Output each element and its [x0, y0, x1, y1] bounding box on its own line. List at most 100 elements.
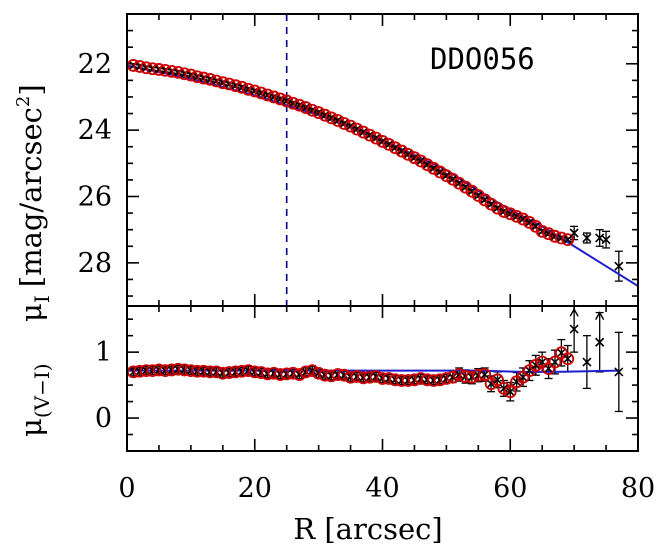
data-point — [516, 212, 530, 226]
circle-marker — [535, 355, 549, 369]
data-point — [433, 165, 447, 179]
top-fit-line — [126, 64, 639, 287]
cross-marker — [460, 182, 471, 192]
cross-marker — [499, 383, 509, 393]
cross-marker — [371, 133, 381, 143]
circle-marker — [465, 184, 479, 198]
cross-marker — [448, 372, 458, 382]
data-point — [478, 193, 492, 207]
circle-marker — [503, 385, 517, 399]
circle-marker — [478, 368, 492, 381]
data-point — [497, 381, 511, 395]
x-tick-label: 80 — [621, 473, 655, 504]
circle-marker — [452, 176, 466, 190]
top-y-axis-subscript: I — [30, 295, 54, 303]
top-y-axis-symbol: μ — [14, 303, 48, 322]
limit-arrow — [569, 307, 579, 317]
circle-marker — [331, 114, 345, 127]
cross-marker — [582, 233, 592, 243]
x-tick-label: 60 — [493, 473, 527, 504]
cross-marker — [409, 375, 420, 385]
cross-marker — [218, 368, 228, 378]
circle-marker — [369, 131, 383, 145]
cross-marker — [480, 369, 490, 380]
circle-marker — [427, 161, 441, 175]
cross-marker — [320, 110, 330, 120]
cross-marker — [473, 370, 483, 380]
circle-marker — [459, 180, 472, 194]
circle-marker — [414, 154, 428, 168]
outer-data-point — [595, 233, 605, 243]
circle-marker — [542, 227, 555, 241]
data-point — [363, 128, 377, 142]
bottom-data-points — [126, 324, 624, 399]
galaxy-name-label: DDO056 — [430, 42, 535, 76]
circle-marker — [484, 197, 498, 211]
data-point — [503, 385, 517, 399]
cross-marker — [614, 367, 624, 377]
outer-data-point — [614, 367, 624, 377]
data-point — [293, 368, 306, 381]
data-point — [401, 147, 415, 161]
data-point — [337, 117, 351, 130]
cross-marker — [492, 375, 503, 385]
circle-marker — [299, 101, 313, 114]
data-point — [491, 373, 504, 387]
circle-marker — [344, 119, 357, 133]
circle-marker — [503, 207, 517, 221]
data-point — [420, 158, 434, 172]
data-point — [491, 201, 504, 215]
cross-marker — [307, 366, 317, 376]
top-y-axis-units-exponent: 2 — [13, 96, 34, 107]
data-point — [465, 184, 479, 198]
circle-marker — [350, 122, 364, 136]
cross-marker — [582, 357, 592, 367]
circle-marker — [497, 381, 511, 395]
x-tick-label: 20 — [238, 473, 272, 504]
cross-marker — [301, 103, 311, 113]
circle-marker — [561, 233, 575, 247]
circle-marker — [446, 172, 460, 186]
circle-marker — [293, 98, 306, 112]
circle-marker — [382, 138, 396, 151]
cross-marker — [365, 372, 375, 382]
data-point — [446, 370, 460, 384]
data-point — [478, 368, 492, 381]
cross-marker — [454, 178, 464, 188]
bottom-y-axis-symbol: μ — [14, 418, 48, 437]
cross-marker — [403, 375, 413, 386]
data-point — [382, 138, 396, 151]
circle-marker — [280, 94, 294, 108]
cross-marker — [429, 375, 439, 386]
cross-marker — [435, 375, 445, 385]
top-data-points — [126, 59, 624, 271]
cross-marker — [556, 348, 566, 358]
cross-marker — [512, 377, 522, 387]
circle-marker — [548, 355, 562, 369]
circle-marker — [420, 158, 434, 172]
cross-marker — [531, 360, 541, 370]
data-point — [452, 176, 466, 190]
data-point — [510, 210, 524, 223]
data-point — [484, 197, 498, 211]
data-point — [395, 144, 409, 158]
cross-marker — [569, 324, 579, 334]
top-y-axis-title: μI [mag/arcsec2] — [13, 84, 54, 322]
cross-marker — [441, 373, 451, 384]
circle-marker — [318, 108, 332, 122]
cross-marker — [429, 163, 439, 173]
cross-marker — [601, 235, 611, 245]
cross-marker — [403, 149, 413, 159]
data-point — [471, 189, 485, 202]
top-axis-ticks: 22 24 26 28 — [78, 13, 639, 306]
circle-marker — [446, 370, 460, 384]
circle-marker — [542, 362, 555, 376]
cross-marker — [326, 113, 336, 123]
data-point — [427, 161, 441, 175]
cross-marker — [365, 130, 375, 140]
cross-marker — [486, 199, 496, 209]
circle-marker — [561, 352, 575, 366]
bottom-y-axis-title: μ(V−I) — [14, 363, 54, 437]
cross-marker — [480, 195, 490, 205]
